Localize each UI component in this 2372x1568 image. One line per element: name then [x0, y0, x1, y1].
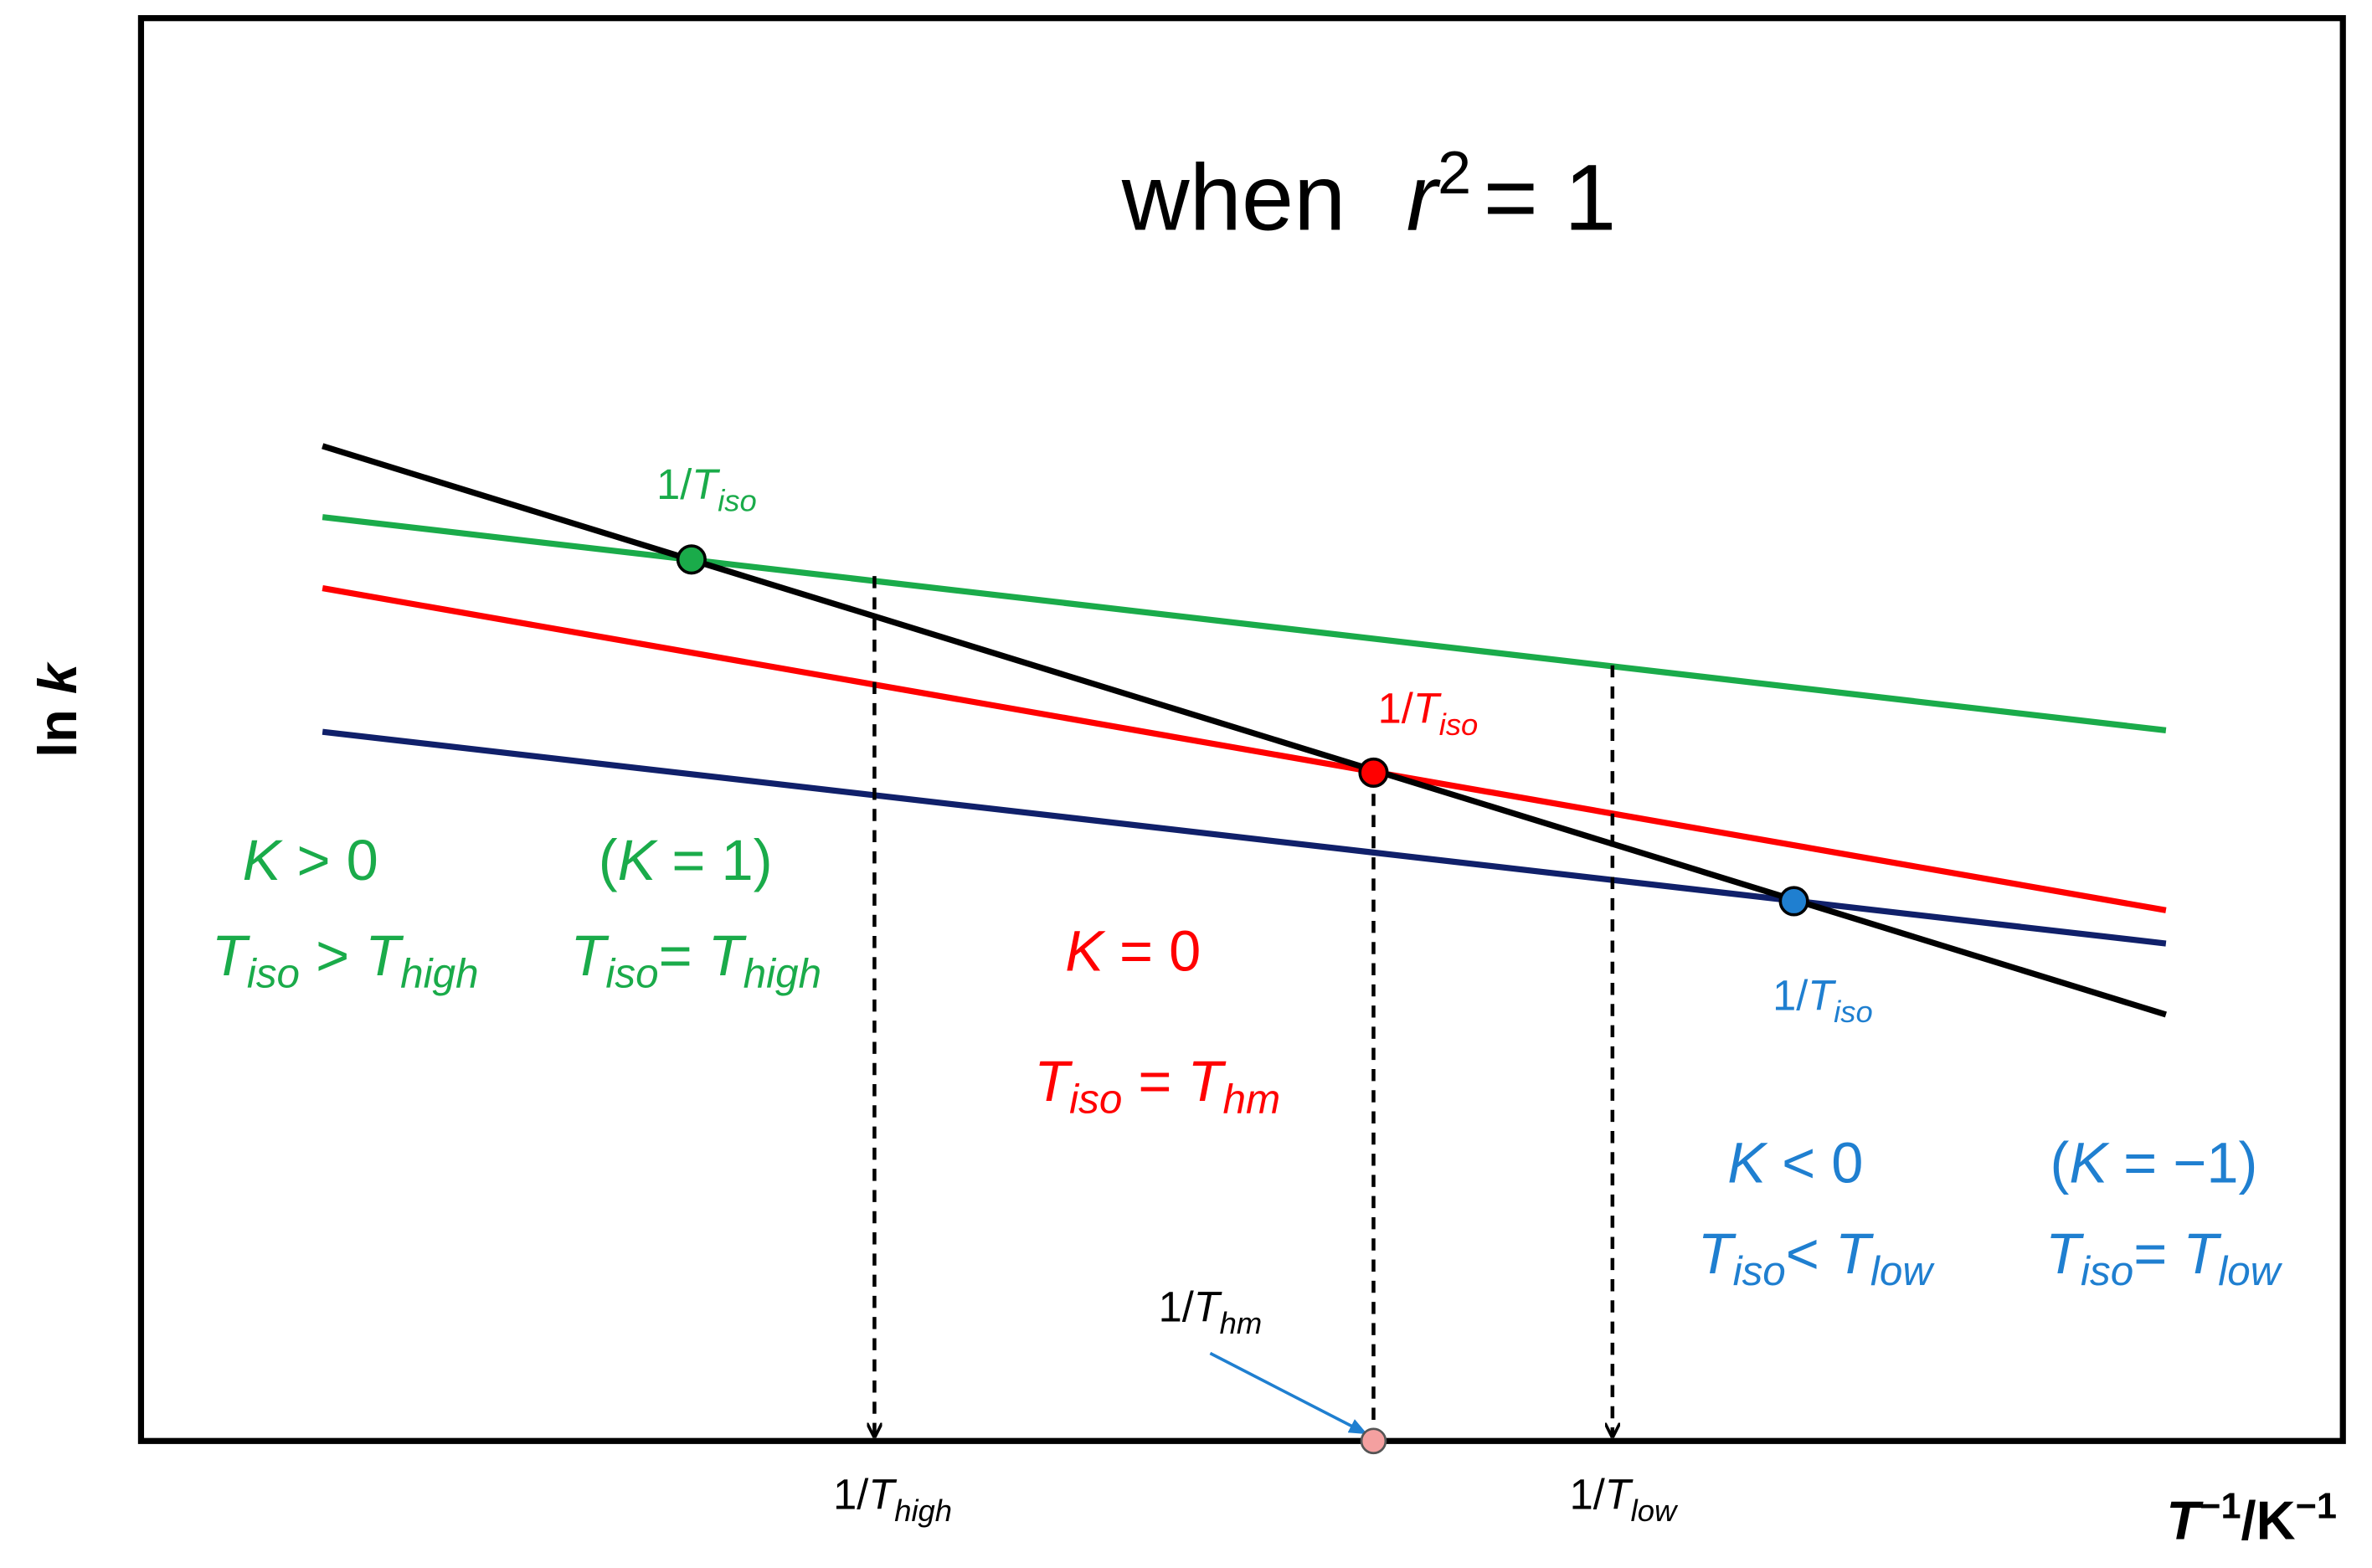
black-line [322, 443, 2167, 1018]
tick-label: 1/Tlow [1570, 1471, 1679, 1528]
green-line [322, 514, 2167, 733]
note: K > 0 [243, 828, 378, 892]
frame [137, 15, 2346, 1444]
green-point [676, 544, 707, 575]
tick-label: 1/Thigh [833, 1471, 952, 1528]
note: Tiso > Thigh [212, 923, 479, 996]
point-label: 1/Tiso [1773, 972, 1873, 1029]
red-point [1358, 757, 1389, 789]
note: K = 0 [1065, 919, 1201, 984]
note: Tiso< Tlow [1698, 1221, 1936, 1294]
x-label: T−1/K−1 [2166, 1486, 2337, 1550]
note: (K = 1) [599, 828, 773, 892]
navy-line [322, 728, 2167, 947]
pointer-arrow [1209, 1351, 1368, 1435]
blue-point [1778, 886, 1809, 917]
note: Tiso = Thm [1034, 1049, 1280, 1122]
point-label: 1/Thm [1159, 1283, 1263, 1340]
point-label: 1/Tiso [1378, 684, 1479, 741]
red-line [322, 585, 2167, 913]
note: Tiso= Thigh [571, 923, 822, 996]
point-label: 1/Tiso [656, 460, 757, 517]
y-label: ln k [27, 661, 88, 758]
note: K < 0 [1727, 1130, 1863, 1195]
hm-point [1360, 1427, 1387, 1455]
note: (K = −1) [2050, 1130, 2257, 1195]
note: Tiso= Tlow [2045, 1221, 2283, 1294]
title: when r2 = 1 [1121, 140, 1617, 249]
